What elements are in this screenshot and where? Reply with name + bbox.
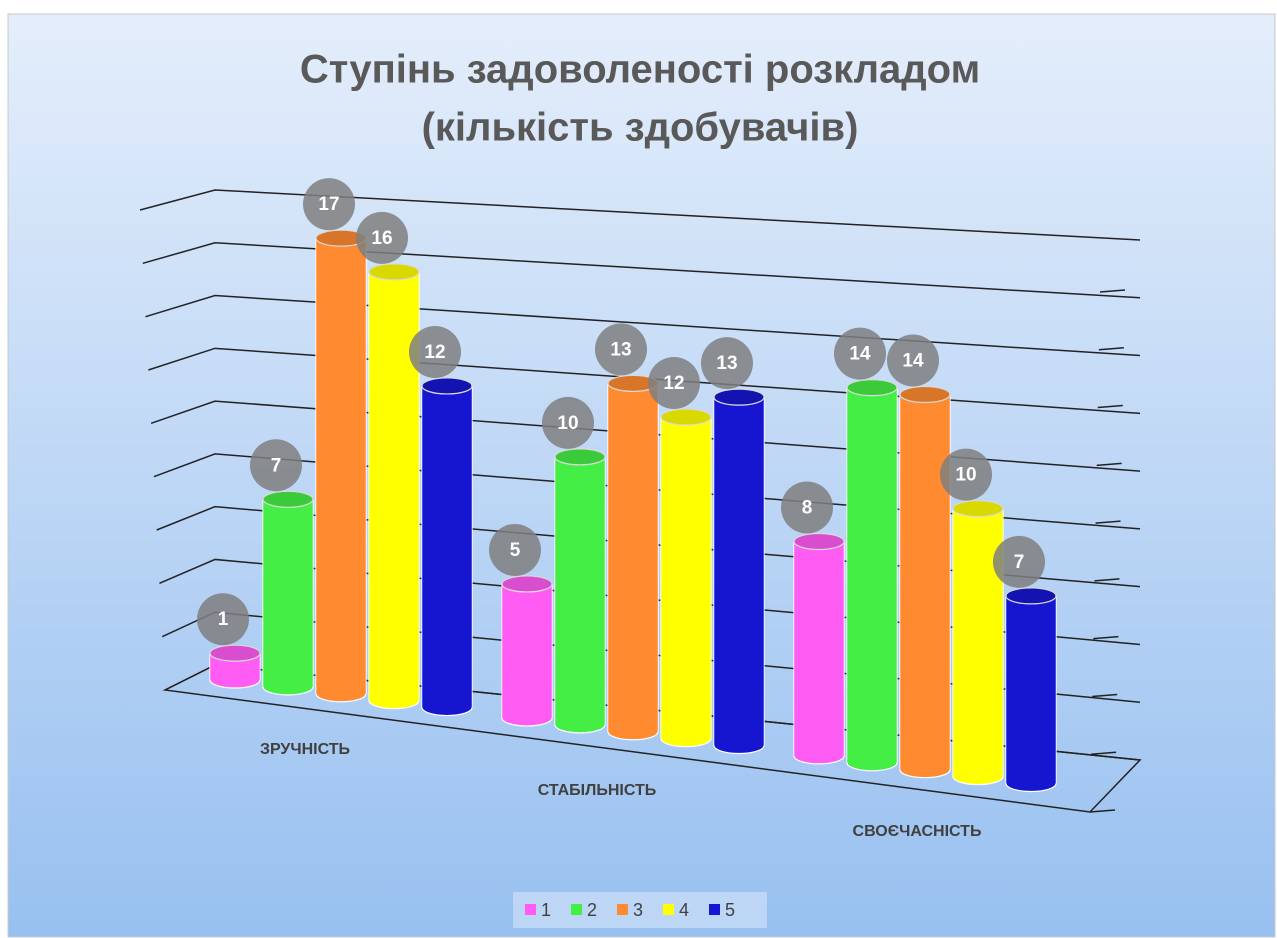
data-label: 7 xyxy=(271,455,282,476)
bar-shade xyxy=(1006,595,1056,784)
legend-swatch xyxy=(571,904,582,915)
legend-label: 4 xyxy=(679,900,689,920)
chart-title: Ступінь задоволеності розкладом xyxy=(300,48,980,92)
tick-mark xyxy=(1092,693,1118,698)
bar-shade xyxy=(847,387,897,763)
label-bubble xyxy=(887,334,939,387)
bar-top xyxy=(660,408,712,426)
data-label: 8 xyxy=(802,498,813,519)
data-label: 7 xyxy=(1014,552,1025,573)
x-tick-label: СВОЄЧАСНІСТЬ xyxy=(853,823,982,840)
data-label: 17 xyxy=(318,194,339,215)
label-bubble xyxy=(701,337,753,390)
bar-top xyxy=(713,388,765,406)
tick-mark xyxy=(1091,751,1117,755)
legend-swatch xyxy=(709,904,720,915)
bar-top xyxy=(262,490,314,508)
data-label: 12 xyxy=(424,342,445,363)
bar-shade xyxy=(263,499,313,687)
grid-line xyxy=(142,242,1141,299)
tick-mark xyxy=(1089,809,1116,813)
tick-mark xyxy=(1099,289,1126,293)
bar-shade xyxy=(555,456,605,725)
tick-mark xyxy=(1096,462,1122,467)
bar-top xyxy=(554,448,606,466)
data-label: 5 xyxy=(510,540,521,561)
data-label: 13 xyxy=(716,353,737,374)
data-label: 12 xyxy=(663,373,684,394)
label-bubble xyxy=(940,448,992,501)
bar-shade xyxy=(316,238,366,694)
data-label: 10 xyxy=(955,465,976,486)
bar-shade xyxy=(661,417,711,739)
label-bubble xyxy=(489,523,541,576)
bar-top xyxy=(421,377,473,395)
grid-line xyxy=(145,294,1141,357)
tick-mark xyxy=(1098,347,1124,351)
label-bubble xyxy=(197,593,249,646)
legend-label: 5 xyxy=(725,900,735,920)
label-bubble xyxy=(409,325,461,378)
bar-top xyxy=(368,263,420,281)
bar-shade xyxy=(369,271,419,701)
x-tick-label: ЗРУЧНІСТЬ xyxy=(260,741,350,758)
grid-line xyxy=(148,347,1141,415)
tick-mark xyxy=(1093,635,1119,640)
label-bubble xyxy=(781,481,833,534)
bar-top xyxy=(899,385,951,404)
bar-top xyxy=(1005,587,1057,605)
data-label: 14 xyxy=(902,351,924,372)
bar-shade xyxy=(422,385,472,708)
legend xyxy=(513,892,767,928)
label-bubble xyxy=(356,211,408,264)
bar-shade xyxy=(714,397,764,746)
grid-line xyxy=(150,400,1141,472)
data-label: 10 xyxy=(557,413,578,434)
label-bubble xyxy=(993,535,1045,588)
data-label: 16 xyxy=(371,228,392,249)
tick-mark xyxy=(1097,404,1123,409)
legend-label: 1 xyxy=(541,900,551,920)
bar-shade xyxy=(608,383,658,732)
label-bubble xyxy=(834,327,886,380)
bar-top xyxy=(793,532,845,551)
bar-shade xyxy=(953,508,1003,777)
legend-label: 3 xyxy=(633,900,643,920)
label-bubble xyxy=(595,323,647,376)
bar-shade xyxy=(900,394,950,770)
data-label: 13 xyxy=(610,339,631,360)
bar-top xyxy=(501,575,553,593)
data-label: 14 xyxy=(849,344,871,365)
chart-title: (кількість здобувачів) xyxy=(422,106,859,150)
data-label: 1 xyxy=(218,609,229,630)
label-bubble xyxy=(303,178,355,231)
x-tick-label: СТАБІЛЬНІСТЬ xyxy=(538,782,657,799)
legend-label: 2 xyxy=(587,900,597,920)
label-bubble xyxy=(542,396,594,449)
legend-swatch xyxy=(525,904,536,915)
tick-mark xyxy=(1095,520,1121,524)
label-bubble xyxy=(648,357,700,410)
bar-top xyxy=(209,644,261,662)
legend-swatch xyxy=(663,904,674,915)
bar-shade xyxy=(794,541,844,756)
legend-swatch xyxy=(617,904,628,915)
label-bubble xyxy=(250,439,302,492)
bar-top xyxy=(952,499,1004,518)
bar-shade xyxy=(502,583,552,718)
bar-top xyxy=(846,379,898,397)
tick-mark xyxy=(1094,578,1120,582)
grid-line xyxy=(139,189,1141,241)
